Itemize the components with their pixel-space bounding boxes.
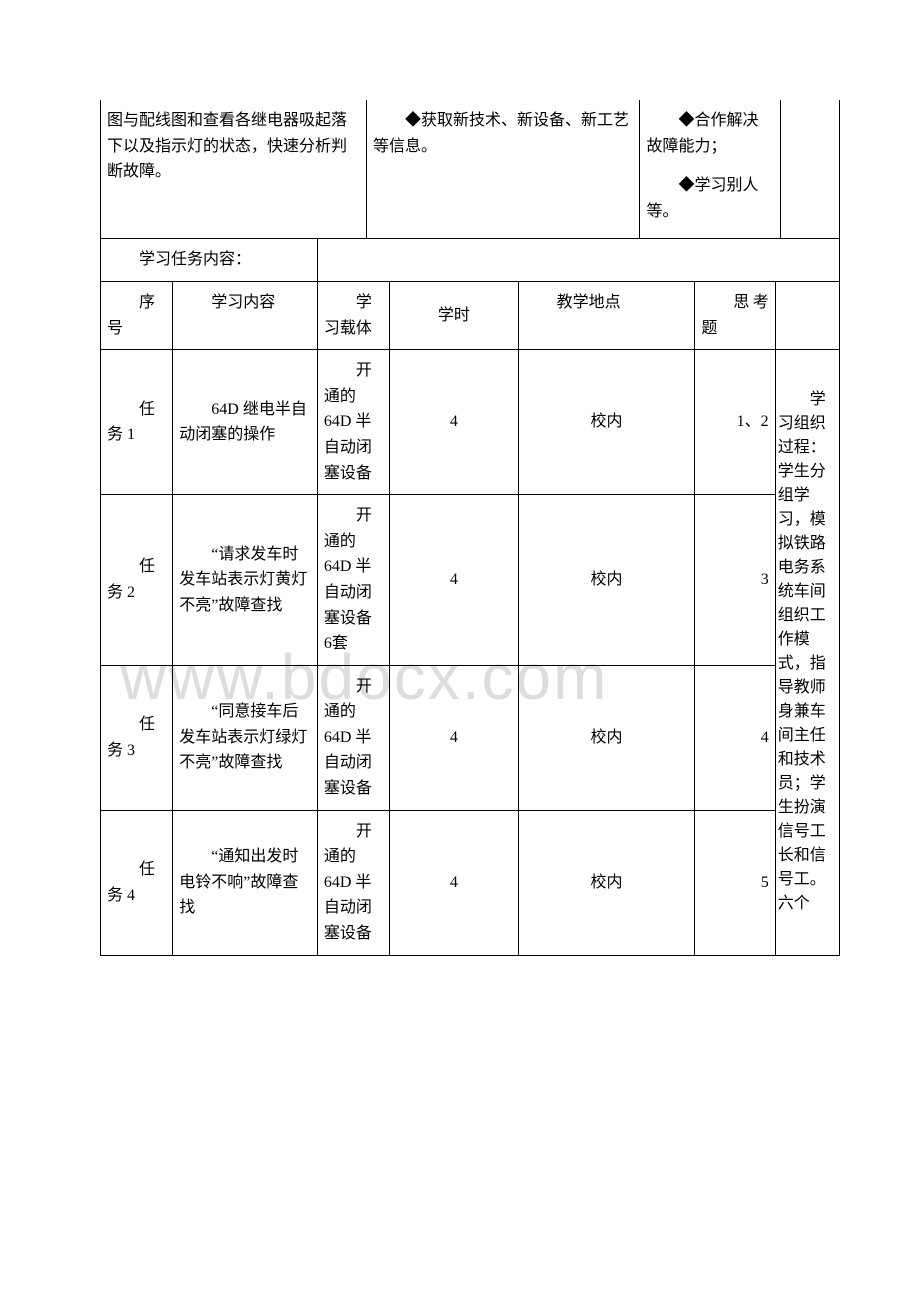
ability-learn: ◆学习别人等。 xyxy=(646,173,773,224)
section-title-cell: 学习任务内容： xyxy=(101,239,318,281)
table-row: 任务 3 “同意接车后发车站表示灯绿灯不亮”故障查找 开通的 64D 半自动闭塞… xyxy=(101,665,840,810)
cell-empty-right xyxy=(780,100,839,239)
task-seq: 任务 1 xyxy=(101,350,173,495)
side-note-text: 学习组织过程：学生分组学习，模拟铁路电务系统车间组织工作模式，指导教师身兼车间主… xyxy=(778,388,837,916)
task-questions: 5 xyxy=(695,810,775,955)
section-title-text: 学习任务内容： xyxy=(107,247,311,273)
ability-cooperate: ◆合作解决故障能力； xyxy=(646,108,773,159)
table-row: 任务 4 “通知出发时电铃不响”故障查找 开通的 64D 半自动闭塞设备 4 校… xyxy=(101,810,840,955)
section-title-row: 学习任务内容： xyxy=(101,239,840,281)
document-page: 图与配线图和查看各继电器吸起落下以及指示灯的状态，快速分析判断故障。 ◆获取新技… xyxy=(0,0,920,996)
header-content: 学习内容 xyxy=(173,281,318,349)
cell-new-tech-info: ◆获取新技术、新设备、新工艺等信息。 xyxy=(367,100,640,239)
header-row: 序号 学习内容 学习载体 学时 教学地点 思考题 xyxy=(101,281,840,349)
task-questions: 3 xyxy=(695,495,775,666)
task-seq: 任务 3 xyxy=(101,665,173,810)
header-location: 教学地点 xyxy=(518,281,695,349)
task-location: 校内 xyxy=(518,495,695,666)
task-table: 学习任务内容： 序号 学习内容 学习载体 学时 教学地点 思考题 任务 1 64… xyxy=(100,239,840,955)
task-location: 校内 xyxy=(518,810,695,955)
continuation-row: 图与配线图和查看各继电器吸起落下以及指示灯的状态，快速分析判断故障。 ◆获取新技… xyxy=(101,100,840,239)
header-seq: 序号 xyxy=(101,281,173,349)
task-seq: 任务 4 xyxy=(101,810,173,955)
task-carrier: 开通的 64D 半自动闭塞设备 xyxy=(317,665,389,810)
task-questions: 4 xyxy=(695,665,775,810)
top-continuation-table: 图与配线图和查看各继电器吸起落下以及指示灯的状态，快速分析判断故障。 ◆获取新技… xyxy=(100,100,840,239)
task-location: 校内 xyxy=(518,665,695,810)
task-hours: 4 xyxy=(390,495,519,666)
section-title-empty xyxy=(317,239,839,281)
task-carrier: 开通的 64D 半自动闭塞设备 xyxy=(317,350,389,495)
task-location: 校内 xyxy=(518,350,695,495)
header-questions: 思考题 xyxy=(695,281,775,349)
task-hours: 4 xyxy=(390,665,519,810)
task-content: “通知出发时电铃不响”故障查找 xyxy=(173,810,318,955)
task-content: “同意接车后发车站表示灯绿灯不亮”故障查找 xyxy=(173,665,318,810)
header-hours: 学时 xyxy=(390,281,519,349)
table-row: 任务 1 64D 继电半自动闭塞的操作 开通的 64D 半自动闭塞设备 4 校内… xyxy=(101,350,840,495)
task-questions: 1、2 xyxy=(695,350,775,495)
side-note-cell: 学习组织过程：学生分组学习，模拟铁路电务系统车间组织工作模式，指导教师身兼车间主… xyxy=(775,350,839,955)
task-hours: 4 xyxy=(390,810,519,955)
task-carrier: 开通的 64D 半自动闭塞设备 xyxy=(317,810,389,955)
task-seq: 任务 2 xyxy=(101,495,173,666)
task-hours: 4 xyxy=(390,350,519,495)
cell-diagram-analysis: 图与配线图和查看各继电器吸起落下以及指示灯的状态，快速分析判断故障。 xyxy=(101,100,367,239)
task-content: “请求发车时发车站表示灯黄灯不亮”故障查找 xyxy=(173,495,318,666)
task-carrier: 开通的 64D 半自动闭塞设备 6套 xyxy=(317,495,389,666)
task-content: 64D 继电半自动闭塞的操作 xyxy=(173,350,318,495)
header-carrier: 学习载体 xyxy=(317,281,389,349)
header-side-empty xyxy=(775,281,839,349)
table-row: 任务 2 “请求发车时发车站表示灯黄灯不亮”故障查找 开通的 64D 半自动闭塞… xyxy=(101,495,840,666)
cell-abilities: ◆合作解决故障能力； ◆学习别人等。 xyxy=(640,100,780,239)
